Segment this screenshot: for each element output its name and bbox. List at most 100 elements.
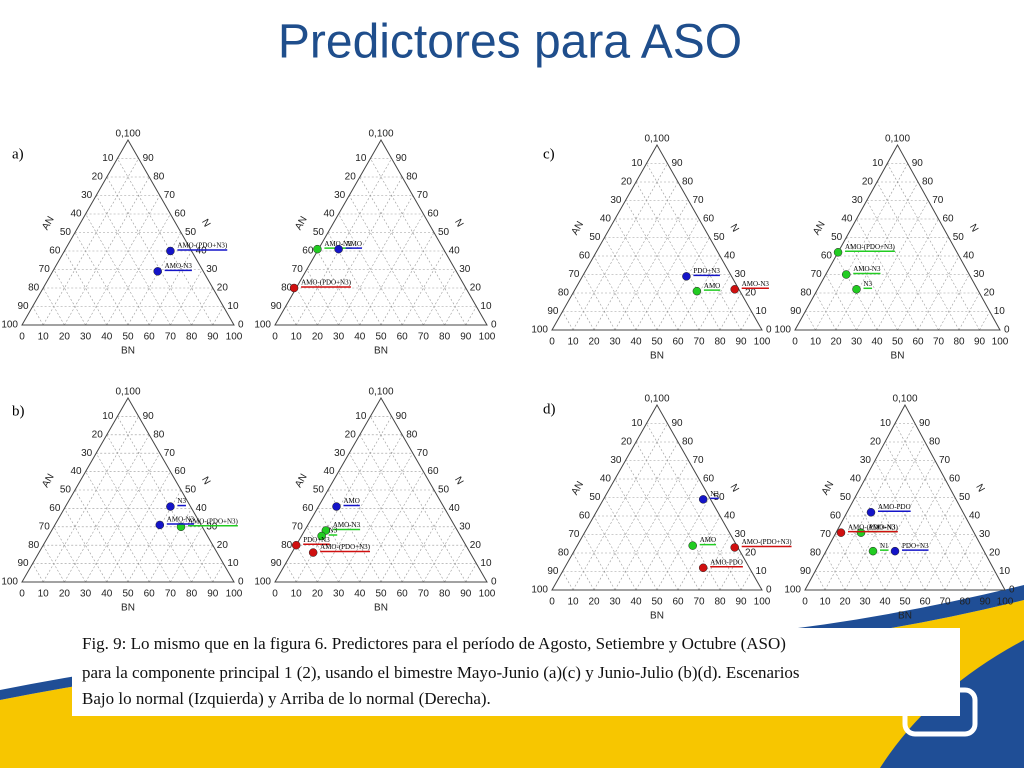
right-tick-label: 0 (491, 577, 497, 588)
grid-line (814, 571, 826, 591)
bottom-tick-label: 50 (892, 337, 904, 348)
point-label: AMO (343, 497, 359, 505)
bottom-tick-label: 70 (418, 589, 430, 600)
apex-label: 0,100 (644, 394, 669, 405)
right-tick-label: 80 (929, 437, 941, 448)
right-tick-label: 70 (693, 195, 705, 206)
left-tick-label: 20 (345, 172, 357, 183)
left-tick-label: 90 (790, 306, 802, 317)
grid-line (979, 311, 991, 331)
triangle (804, 403, 1006, 591)
grid-line (74, 489, 129, 583)
right-tick-label: 0 (1004, 325, 1010, 336)
grid-line (285, 563, 297, 583)
grid-line (825, 274, 857, 331)
axis-name: BN (650, 611, 664, 622)
right-tick-label: 90 (143, 411, 155, 422)
right-tick-label: 20 (470, 540, 482, 551)
slide-title: Predictores para ASO (278, 16, 742, 69)
data-point (730, 543, 739, 552)
bottom-tick-label: 50 (122, 589, 134, 600)
axis-name: BN (891, 351, 905, 362)
left-tick-label: 50 (313, 227, 325, 238)
data-point (334, 244, 343, 254)
bottom-tick-label: 70 (939, 597, 951, 608)
point-label: AMO-(PDO+N3) (742, 538, 793, 546)
bottom-tick-label: 40 (630, 337, 642, 348)
grid-line (614, 460, 689, 591)
left-tick-label: 60 (302, 503, 314, 514)
grid-line (740, 571, 752, 591)
bottom-tick-label: 90 (207, 332, 219, 343)
left-tick-label: 100 (254, 577, 271, 588)
axis-name: AN (293, 472, 309, 490)
bottom-tick-label: 100 (479, 589, 496, 600)
data-point (836, 528, 846, 537)
bottom-tick-label: 20 (312, 589, 324, 600)
bottom-tick-label: 60 (672, 337, 684, 348)
right-tick-label: 10 (227, 301, 239, 312)
bottom-tick-label: 10 (38, 332, 50, 343)
grid-line (127, 232, 182, 326)
grid-line (845, 237, 898, 331)
point-label: AMO (346, 240, 362, 248)
grid-line (170, 526, 203, 583)
left-tick-label: 70 (568, 269, 580, 280)
point-label: AMO-(PDO+N3) (301, 279, 352, 287)
left-tick-label: 50 (60, 485, 72, 496)
bottom-tick-label: 20 (830, 337, 842, 348)
bottom-tick-label: 20 (588, 337, 600, 348)
left-tick-label: 40 (323, 209, 335, 220)
data-point (313, 244, 322, 254)
left-tick-label: 10 (872, 158, 884, 169)
grid-line (856, 218, 919, 331)
right-tick-label: 0 (238, 577, 244, 588)
left-tick-label: 80 (281, 283, 293, 294)
grid-line (656, 237, 710, 331)
point-label: AMO-(PDO+N3) (848, 523, 899, 531)
right-tick-label: 30 (735, 529, 747, 540)
bottom-tick-label: 100 (992, 337, 1009, 348)
bottom-tick-label: 50 (651, 337, 663, 348)
left-tick-label: 80 (558, 548, 570, 559)
grid-line (944, 534, 976, 591)
bottom-tick-label: 20 (588, 597, 600, 608)
right-tick-label: 90 (912, 158, 924, 169)
grid-line (583, 534, 616, 591)
axis-name: N (199, 217, 212, 229)
right-tick-label: 90 (672, 418, 684, 429)
grid-line (604, 497, 658, 591)
grid-line (212, 563, 224, 583)
left-tick-label: 10 (355, 153, 367, 164)
grid-line (32, 563, 44, 583)
point-label: N3 (864, 280, 873, 288)
right-tick-label: 50 (438, 485, 450, 496)
bottom-tick-label: 40 (630, 597, 642, 608)
grid-line (562, 311, 574, 331)
bottom-tick-label: 80 (439, 332, 451, 343)
data-point (289, 283, 299, 293)
caption-line: Bajo lo normal (Izquierda) y Arriba de l… (82, 689, 491, 708)
bottom-tick-label: 30 (859, 597, 871, 608)
bottom-tick-label: 100 (754, 337, 771, 348)
left-tick-label: 10 (631, 158, 643, 169)
bottom-tick-label: 70 (693, 597, 705, 608)
left-tick-label: 70 (39, 521, 51, 532)
grid-line (212, 306, 224, 326)
grid-line (106, 434, 192, 583)
right-tick-label: 70 (932, 195, 944, 206)
grid-line (583, 274, 616, 331)
right-tick-label: 80 (682, 177, 694, 188)
grid-line (359, 176, 445, 326)
right-tick-label: 20 (217, 540, 229, 551)
left-tick-label: 80 (281, 540, 293, 551)
apex-label: 0,100 (115, 387, 140, 398)
data-point (166, 246, 175, 256)
bottom-tick-label: 30 (333, 332, 345, 343)
triangle (794, 143, 1001, 331)
grid-line (306, 269, 339, 326)
bottom-tick-label: 90 (735, 337, 747, 348)
grid-line (465, 306, 477, 326)
bottom-tick-label: 100 (479, 332, 496, 343)
